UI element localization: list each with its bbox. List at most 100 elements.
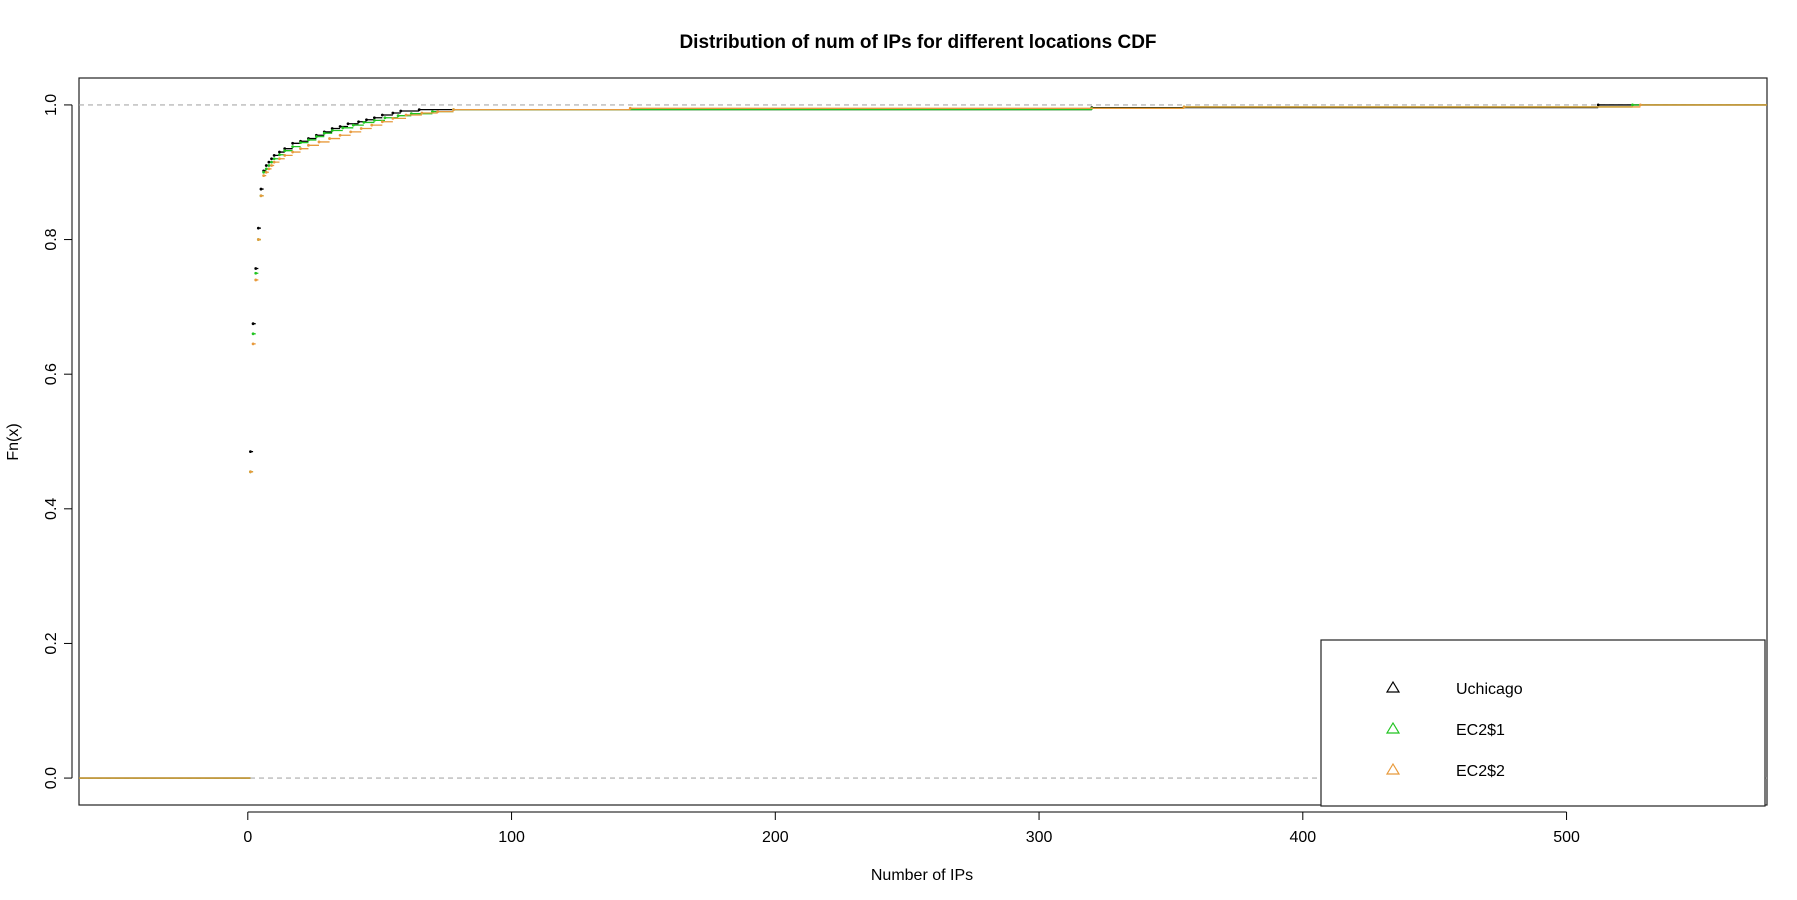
- series-0-point-21: [365, 118, 368, 122]
- series-1-point-9: [272, 157, 276, 161]
- series-2-point-11: [283, 154, 287, 157]
- series-1-point-1: [251, 332, 255, 336]
- series-1-point-17: [330, 129, 334, 132]
- x-axis-title: Number of IPs: [871, 867, 973, 884]
- series-2-point-22: [391, 116, 395, 120]
- series-1-point-19: [351, 123, 355, 127]
- x-tick-label: 400: [1289, 829, 1316, 846]
- series-1-point-11: [283, 149, 287, 153]
- series-2-point-25: [436, 110, 440, 114]
- series-0-point-3: [256, 226, 260, 230]
- series-2-point-12: [291, 150, 295, 154]
- legend-label: Uchicago: [1456, 681, 1523, 698]
- series-layer: [79, 103, 1767, 779]
- series-1-point-23: [396, 114, 400, 118]
- series-0-point-18: [338, 125, 342, 128]
- series-0-point-0: [249, 450, 252, 453]
- series-2-point-24: [420, 111, 424, 115]
- series-1-point-29: [1631, 103, 1634, 107]
- legend-triangle-icon: [1385, 762, 1401, 775]
- y-tick-label: 0.2: [43, 632, 60, 654]
- series-0-point-25: [399, 109, 403, 113]
- x-tick-label: 500: [1553, 829, 1580, 846]
- series-1-point-22: [383, 116, 387, 120]
- series-2-point-9: [272, 160, 276, 164]
- series-0-point-9: [272, 154, 276, 157]
- series-0-point-23: [380, 113, 384, 117]
- series-0-point-4: [259, 187, 263, 191]
- legend: Uchicago EC2$1 EC2$2: [1320, 639, 1766, 807]
- series-1-point-6: [264, 167, 268, 171]
- series-2-point-23: [404, 113, 408, 117]
- x-tick-label: 100: [498, 829, 525, 846]
- series-1-point-7: [267, 164, 271, 167]
- y-tick-label: 0.8: [43, 228, 60, 250]
- series-2-point-20: [370, 123, 374, 127]
- series-0-point-17: [330, 127, 334, 130]
- series-2-point-3: [256, 238, 260, 241]
- series-0-point-28: [1596, 103, 1600, 107]
- series-2-point-6: [264, 170, 268, 174]
- series-2-point-4: [259, 194, 263, 198]
- series-1-point-15: [314, 135, 318, 138]
- y-tick-label: 1.0: [43, 94, 60, 116]
- series-0-point-10: [278, 150, 281, 154]
- series-2-point-15: [317, 140, 321, 144]
- series-1-point-2: [254, 271, 258, 275]
- series-2-point-29: [1639, 103, 1642, 107]
- series-2-point-16: [328, 137, 331, 140]
- series-0-point-6: [264, 164, 268, 167]
- series-0-point-22: [373, 116, 376, 120]
- series-2-point-8: [270, 164, 273, 167]
- series-2-point-7: [267, 167, 271, 171]
- series-1-point-21: [373, 119, 376, 122]
- series-0-point-19: [346, 122, 350, 126]
- series-1-point-13: [299, 141, 302, 145]
- series-1-point-5: [262, 170, 266, 174]
- series-0-point-8: [270, 157, 273, 161]
- series-2-point-0: [249, 470, 252, 474]
- x-axis: 0 100 200 300 400 500: [243, 811, 1580, 846]
- series-0-point-11: [283, 147, 287, 151]
- x-tick-label: 300: [1026, 829, 1053, 846]
- series-1-point-20: [362, 121, 366, 124]
- series-0-point-20: [357, 120, 360, 124]
- series-0-point-12: [291, 141, 295, 145]
- x-tick-label: 0: [243, 829, 252, 846]
- series-2-point-10: [278, 157, 281, 161]
- plot-frame: [78, 77, 1768, 806]
- legend-label: EC2$1: [1456, 722, 1505, 739]
- series-0-point-2: [254, 267, 258, 270]
- series-2: [79, 103, 1767, 779]
- y-tick-label: 0.4: [43, 498, 60, 520]
- legend-label: EC2$2: [1456, 763, 1505, 780]
- chart-title: Distribution of num of IPs for different…: [679, 32, 1156, 53]
- series-2-point-17: [338, 133, 342, 137]
- series-2-point-14: [307, 143, 310, 147]
- series-2-point-2: [254, 278, 258, 282]
- series-2-point-1: [251, 342, 255, 346]
- series-2-point-27: [628, 106, 632, 110]
- series-2-point-19: [359, 127, 363, 130]
- series-0-point-7: [267, 160, 271, 164]
- y-axis-title: Fn(x): [5, 423, 22, 460]
- series-1-point-12: [291, 145, 295, 149]
- series-0-point-24: [391, 111, 395, 115]
- series-0-point-26: [417, 108, 421, 112]
- legend-triangle-icon: [1385, 721, 1401, 734]
- series-1-point-10: [278, 153, 281, 157]
- series-2-point-28: [1182, 105, 1186, 109]
- x-tick-label: 200: [762, 829, 789, 846]
- series-2-point-26: [452, 108, 455, 112]
- y-axis: 0.0 0.2 0.4 0.6 0.8 1.0: [43, 94, 73, 789]
- series-0: [79, 103, 1767, 779]
- series-1-point-18: [341, 126, 345, 130]
- y-tick-label: 0.6: [43, 363, 60, 385]
- legend-box: [1320, 639, 1766, 807]
- series-2-point-5: [262, 174, 266, 178]
- legend-triangle-icon: [1385, 680, 1401, 693]
- series-2-point-18: [349, 130, 353, 134]
- series-2-point-13: [299, 147, 302, 151]
- series-1-point-16: [322, 131, 326, 135]
